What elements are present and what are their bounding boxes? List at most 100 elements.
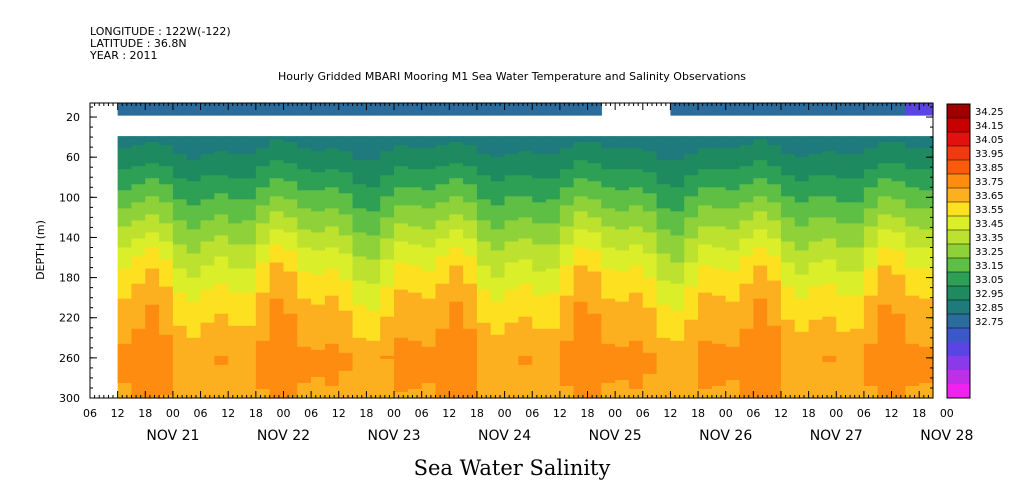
- heatmap-cell: [394, 178, 409, 182]
- heatmap-cell: [421, 361, 437, 366]
- heatmap-cell: [822, 244, 837, 249]
- heatmap-cell: [297, 226, 312, 231]
- heatmap-cell: [808, 112, 824, 116]
- heatmap-cell: [145, 253, 160, 258]
- heatmap-cell: [573, 298, 589, 303]
- heatmap-cell: [670, 193, 685, 197]
- heatmap-cell: [767, 379, 782, 384]
- heatmap-cell: [394, 217, 409, 221]
- heatmap-cell: [573, 226, 589, 231]
- heatmap-cell: [255, 328, 271, 333]
- heatmap-cell: [642, 352, 658, 357]
- heatmap-cell: [172, 316, 188, 321]
- heatmap-cell: [656, 307, 672, 312]
- heatmap-cell: [546, 163, 561, 167]
- heatmap-cell: [739, 190, 754, 194]
- heatmap-cell: [698, 139, 713, 143]
- heatmap-cell: [200, 229, 215, 234]
- heatmap-cell: [767, 265, 782, 270]
- heatmap-cell: [711, 106, 727, 110]
- heatmap-cell: [324, 289, 340, 294]
- heatmap-cell: [311, 199, 326, 203]
- heatmap-cell: [725, 226, 741, 231]
- heatmap-cell: [159, 181, 174, 185]
- heatmap-cell: [476, 301, 492, 306]
- heatmap-cell: [131, 376, 146, 381]
- heatmap-cell: [518, 358, 533, 363]
- heatmap-cell: [214, 145, 229, 149]
- heatmap-cell: [684, 319, 699, 324]
- heatmap-cell: [214, 148, 229, 152]
- heatmap-cell: [670, 280, 685, 285]
- heatmap-cell: [159, 142, 174, 146]
- heatmap-cell: [366, 106, 381, 110]
- heatmap-cell: [380, 292, 395, 297]
- heatmap-cell: [698, 274, 713, 279]
- heatmap-cell: [532, 241, 547, 246]
- heatmap-cell: [145, 280, 160, 285]
- heatmap-cell: [532, 190, 547, 194]
- heatmap-cell: [863, 256, 879, 261]
- heatmap-cell: [324, 382, 340, 387]
- heatmap-cell: [546, 172, 561, 176]
- heatmap-cell: [338, 265, 354, 270]
- heatmap-cell: [283, 253, 298, 258]
- heatmap-cell: [850, 199, 865, 203]
- heatmap-cell: [753, 343, 768, 348]
- heatmap-cell: [463, 346, 478, 351]
- heatmap-cell: [794, 205, 810, 209]
- heatmap-cell: [863, 298, 879, 303]
- heatmap-cell: [628, 265, 644, 270]
- heatmap-cell: [753, 274, 768, 279]
- heatmap-cell: [366, 322, 381, 327]
- heatmap-cell: [435, 178, 450, 182]
- heatmap-cell: [145, 316, 160, 321]
- heatmap-cell: [863, 367, 879, 372]
- heatmap-cell: [324, 229, 340, 234]
- heatmap-cell: [711, 190, 727, 194]
- heatmap-cell: [504, 379, 520, 384]
- heatmap-cell: [628, 181, 644, 185]
- heatmap-cell: [780, 199, 796, 203]
- heatmap-cell: [242, 343, 257, 348]
- heatmap-cell: [628, 244, 644, 249]
- heatmap-cell: [615, 340, 630, 345]
- heatmap-cell: [242, 172, 257, 176]
- heatmap-cell: [407, 274, 423, 279]
- heatmap-cell: [145, 292, 160, 297]
- heatmap-cell: [808, 343, 824, 348]
- heatmap-cell: [836, 361, 851, 366]
- heatmap-cell: [780, 211, 796, 215]
- heatmap-cell: [366, 310, 381, 315]
- heatmap-cell: [573, 202, 589, 206]
- heatmap-cell: [518, 367, 533, 372]
- heatmap-cell: [739, 238, 754, 243]
- heatmap-cell: [767, 244, 782, 249]
- heatmap-cell: [324, 226, 340, 231]
- heatmap-cell: [159, 373, 174, 378]
- heatmap-cell: [172, 364, 188, 369]
- heatmap-cell: [615, 169, 630, 173]
- heatmap-cell: [711, 247, 727, 252]
- heatmap-cell: [656, 334, 672, 339]
- heatmap-cell: [117, 166, 133, 170]
- heatmap-cell: [449, 157, 464, 161]
- heatmap-cell: [490, 271, 506, 276]
- heatmap-cell: [490, 322, 506, 327]
- heatmap-cell: [601, 211, 616, 215]
- heatmap-cell: [324, 103, 340, 107]
- heatmap-cell: [407, 223, 423, 228]
- heatmap-cell: [546, 223, 561, 228]
- heatmap-cell: [159, 370, 174, 375]
- heatmap-cell: [850, 364, 865, 369]
- heatmap-cell: [850, 217, 865, 221]
- heatmap-cell: [131, 337, 146, 342]
- heatmap-cell: [670, 286, 685, 291]
- heatmap-cell: [131, 181, 146, 185]
- heatmap-cell: [269, 301, 285, 306]
- heatmap-cell: [490, 328, 506, 333]
- heatmap-cell: [297, 205, 312, 209]
- heatmap-cell: [255, 226, 271, 231]
- heatmap-cell: [435, 157, 450, 161]
- heatmap-cell: [753, 145, 768, 149]
